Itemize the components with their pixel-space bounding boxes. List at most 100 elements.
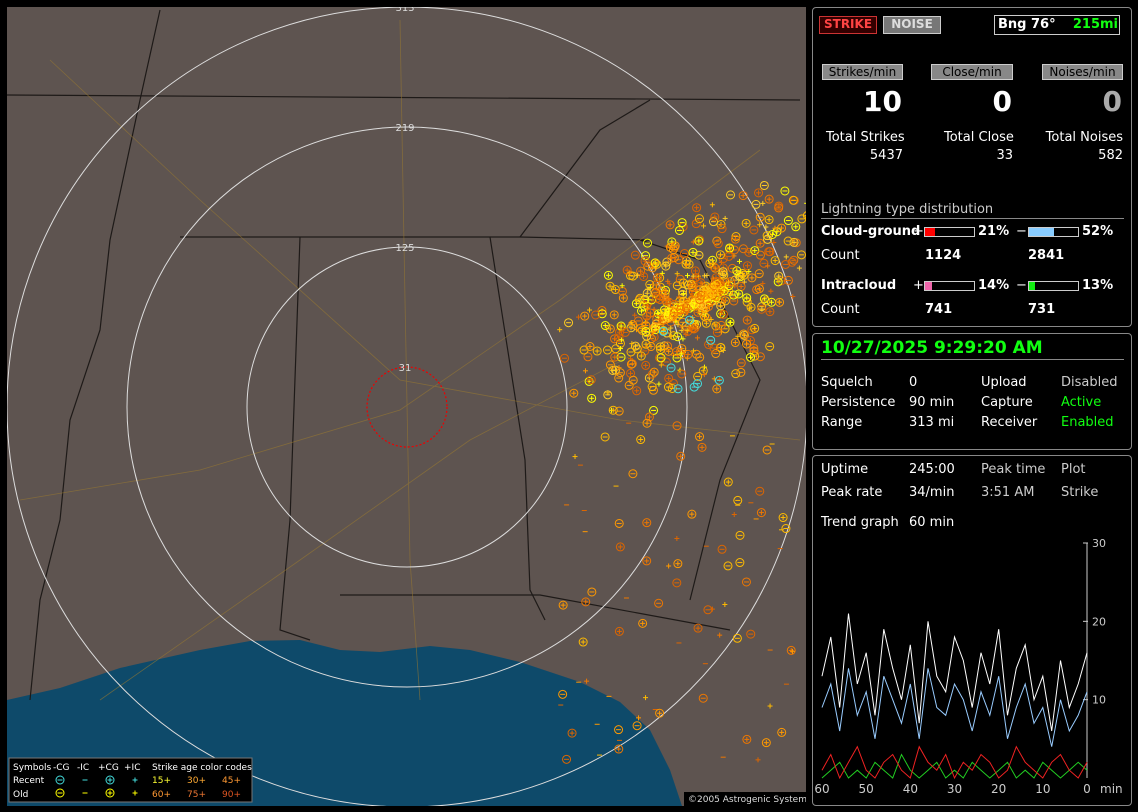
total-value: 582 — [1098, 148, 1123, 163]
strike — [730, 234, 740, 244]
rate-value: 0 — [992, 85, 1012, 118]
strike — [759, 258, 769, 268]
strike — [618, 293, 628, 303]
strike — [663, 382, 673, 392]
strike — [660, 289, 670, 299]
y-tick-label: 30 — [1092, 537, 1106, 550]
strike — [642, 331, 652, 341]
strike — [677, 369, 687, 379]
strike — [614, 518, 624, 528]
legend-age: 45+ — [222, 776, 241, 786]
rate-label[interactable]: Strikes/min — [822, 64, 903, 80]
legend-symbol — [55, 788, 65, 798]
strike — [651, 319, 661, 329]
strike — [697, 442, 707, 452]
strike — [750, 246, 760, 256]
bar-frame — [1028, 281, 1079, 291]
strikes — [557, 180, 806, 764]
strike — [713, 239, 723, 249]
strike — [656, 353, 666, 363]
strike — [676, 305, 686, 315]
strike — [614, 333, 624, 343]
strike — [647, 369, 657, 379]
percent: 14% — [978, 278, 1010, 293]
strike — [645, 280, 655, 290]
strike — [711, 321, 721, 331]
clock-field: Upload — [981, 375, 1027, 390]
count: 2841 — [1028, 248, 1065, 263]
strike — [698, 693, 708, 703]
type-name: Cloud-ground — [821, 224, 921, 239]
strike — [716, 343, 726, 353]
strike — [632, 386, 642, 396]
legend-symbol — [105, 788, 115, 798]
legend-age: 75+ — [187, 790, 206, 800]
strike — [751, 199, 761, 209]
strike — [699, 291, 709, 301]
strike-button[interactable]: STRIKE — [819, 16, 877, 34]
rate-label[interactable]: Close/min — [931, 64, 1013, 80]
strike — [653, 273, 663, 283]
rate-value: 0 — [1102, 85, 1122, 118]
bearing: Bng 76° — [998, 17, 1056, 32]
strike — [734, 289, 744, 299]
status-panel — [812, 7, 1132, 327]
strike — [661, 261, 671, 271]
rate-label[interactable]: Noises/min — [1042, 64, 1123, 80]
clock-field: 90 min — [909, 395, 955, 410]
clock-field: Enabled — [1061, 415, 1114, 430]
strike — [764, 215, 774, 225]
clock-field: Disabled — [1061, 375, 1118, 390]
strike — [710, 263, 720, 273]
stat-field: Strike — [1061, 485, 1099, 500]
strike — [687, 509, 697, 519]
strike — [742, 315, 752, 325]
strike — [656, 324, 666, 334]
strike — [641, 360, 651, 370]
strike — [635, 293, 645, 303]
copyright: ©2005 Astrogenic Systems — [688, 795, 812, 805]
copyright-bg — [684, 792, 806, 806]
strike — [614, 373, 624, 383]
strike — [783, 275, 793, 285]
y-tick-label: 20 — [1092, 615, 1106, 628]
stat-field: 3:51 AM — [981, 485, 1035, 500]
strike — [755, 238, 765, 248]
strike — [632, 721, 642, 731]
legend-symbols — [55, 775, 138, 798]
strike — [605, 324, 615, 334]
strike — [754, 269, 764, 279]
total-label: Total Noises — [1045, 130, 1123, 145]
strike — [597, 309, 607, 319]
strike — [746, 629, 756, 639]
strike — [558, 600, 568, 610]
strike — [729, 290, 739, 300]
strike — [591, 310, 601, 320]
legend-age: 15+ — [152, 776, 171, 786]
strike — [739, 270, 749, 280]
strike — [664, 373, 674, 383]
legend-label: +CG — [98, 763, 119, 773]
total-value: 33 — [996, 148, 1013, 163]
strike — [752, 285, 762, 295]
legend-label: Old — [13, 790, 28, 800]
strike — [678, 278, 688, 288]
rate-value: 10 — [863, 85, 902, 118]
strike — [742, 293, 752, 303]
strike — [647, 382, 657, 392]
strike — [644, 412, 654, 422]
strike — [765, 247, 775, 257]
strike — [736, 367, 746, 377]
strike — [614, 406, 624, 416]
noise-button[interactable]: NOISE — [883, 16, 941, 34]
strike — [719, 286, 729, 296]
strike — [637, 306, 647, 316]
x-axis-label: min — [1100, 782, 1123, 796]
strike — [672, 578, 682, 588]
strike — [716, 301, 726, 311]
strike — [600, 432, 610, 442]
strike — [587, 393, 597, 403]
strike — [736, 358, 746, 368]
legend-age: 90+ — [222, 790, 241, 800]
strike — [781, 259, 791, 269]
